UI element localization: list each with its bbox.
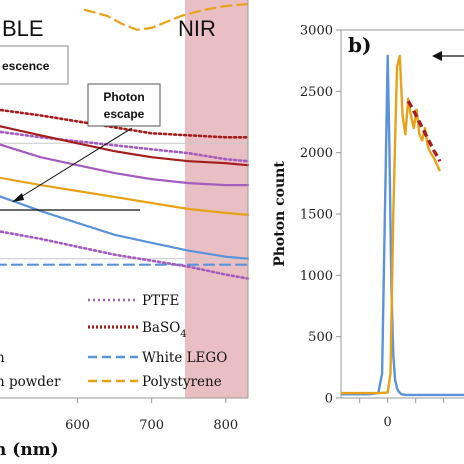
panel-b-y-axis-label: Photon count: [272, 161, 288, 267]
legend-label-baso4: BaSO4: [142, 320, 187, 340]
panel-a-series-line-3: [83, 2, 250, 31]
panel-b-label: b): [348, 33, 371, 57]
panel-b-series-line-1: [341, 54, 441, 395]
photon-escape-line-1: Photon: [103, 90, 144, 104]
region-label-nir: NIR: [178, 16, 216, 41]
panel-b-peak-arrowhead: [432, 51, 442, 61]
panel-b-frame: [340, 29, 464, 399]
panel-a-series-line-7: [0, 143, 250, 187]
panel-b-y-ticks: 0 500 1000 1500 2000 2500 3000: [300, 24, 341, 407]
panel-a-gridlines: [0, 142, 248, 260]
legend-label-white-lego: White LEGO: [142, 350, 227, 366]
panel-b-y-tick-label: 1500: [300, 208, 333, 223]
panel-a: 600 700 800 n (nm) BLE NIR escence Photon …: [0, 0, 250, 460]
photon-escape-callout: Photon escape: [0, 83, 161, 211]
panel-a-series-line-6: [0, 125, 250, 167]
legend-label-baso4-subscript: 4: [180, 329, 186, 340]
panel-a-x-tick-label: 800: [213, 418, 238, 433]
panel-b-y-tick-label: 500: [308, 330, 333, 345]
photon-escape-box: [87, 83, 161, 127]
panel-b: b) 0 500 1000 1500 2000 2500 3000 0 Photon cou…: [272, 24, 464, 430]
nir-band: [185, 0, 248, 398]
luminescence-box-frame: [0, 45, 69, 85]
panel-a-x-tick-label: 700: [139, 418, 164, 433]
region-label-visible: BLE: [2, 16, 44, 41]
legend-left-fragment-1: n: [0, 350, 5, 366]
panel-b-series-line-2: [406, 100, 442, 163]
panel-b-y-tick-label: 1000: [300, 269, 333, 284]
panel-b-x-ticks: 0: [359, 398, 445, 430]
panel-a-x-tick-label: 600: [65, 418, 90, 433]
panel-a-x-ticks: 600 700 800: [65, 398, 238, 433]
panel-a-x-axis-label: n (nm): [0, 440, 59, 460]
panel-a-legend: PTFE BaSO4 White LEGO Polystyrene n n po…: [0, 293, 227, 390]
photon-escape-arrow: [15, 127, 133, 201]
panel-b-y-tick-label: 2000: [300, 146, 333, 161]
luminescence-box: escence: [0, 45, 69, 85]
panel-a-series-line-8: [0, 230, 250, 280]
panel-b-y-tick-label: 2500: [300, 85, 333, 100]
legend-label-ptfe: PTFE: [142, 293, 179, 309]
photon-escape-arrowhead: [12, 193, 24, 202]
panel-a-series-line-4: [0, 176, 250, 216]
panel-a-series: [0, 2, 250, 280]
panel-b-x-tick-label: 0: [384, 415, 392, 430]
photon-escape-line-2: escape: [104, 107, 145, 121]
panel-b-series: [341, 54, 464, 397]
panel-a-series-line-1: [0, 108, 250, 139]
legend-label-polystyrene: Polystyrene: [142, 374, 222, 390]
legend-left-fragment-2: n powder: [0, 374, 61, 390]
panel-b-y-tick-label: 3000: [300, 24, 333, 39]
luminescence-box-text: escence: [2, 59, 50, 73]
panel-a-series-line-5: [0, 195, 250, 260]
panel-a-series-line-0: [0, 130, 250, 163]
panel-b-y-tick-label: 0: [325, 392, 333, 407]
